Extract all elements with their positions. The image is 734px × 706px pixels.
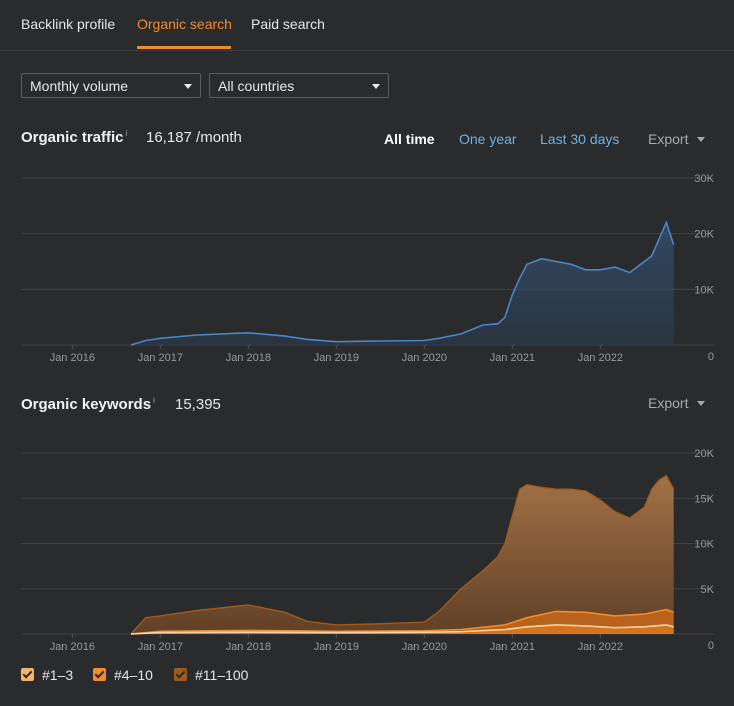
traffic-title: Organic traffic i [21, 129, 127, 146]
x-tick-label: Jan 2020 [402, 352, 447, 364]
x-tick-label: Jan 2022 [578, 352, 623, 364]
legend-label: #1–3 [42, 667, 74, 683]
active-tab-indicator [137, 46, 231, 49]
traffic-export-label: Export [648, 131, 689, 147]
x-tick-label: Jan 2020 [402, 641, 447, 653]
y-tick-label: 10K [694, 284, 714, 296]
series-line [130, 474, 675, 635]
x-tick-label: Jan 2021 [490, 641, 535, 653]
tab-bar: Backlink profile Organic search Paid sea… [0, 0, 734, 51]
series-area [131, 624, 674, 634]
keywords-title-text: Organic keywords [21, 396, 152, 413]
x-tick-label: Jan 2016 [50, 352, 95, 364]
series-area [131, 475, 674, 634]
keywords-title: Organic keywords i [21, 396, 155, 413]
y-tick-label: 20K [694, 229, 714, 241]
keywords-export-button[interactable]: Export [648, 395, 706, 411]
info-icon[interactable]: i [125, 129, 128, 138]
country-select-value: All countries [218, 78, 295, 94]
tab-backlink-profile[interactable]: Backlink profile [21, 16, 116, 32]
volume-select[interactable]: Monthly volume [21, 73, 201, 98]
series-line [130, 608, 674, 635]
y-tick-label: 15K [694, 493, 714, 505]
volume-select-value: Monthly volume [30, 78, 129, 94]
caret-down-icon [184, 84, 192, 89]
series-line [130, 220, 675, 346]
traffic-title-text: Organic traffic [21, 129, 124, 146]
traffic-chart: 30K 20K 10K 0 Jan 2016 Jan 2017 Jan 2018 Jan 20… [21, 173, 715, 364]
checkbox-icon[interactable] [174, 668, 187, 681]
info-icon[interactable]: i [153, 396, 155, 405]
caret-down-icon [697, 137, 706, 142]
y-tick-label: 10K [694, 539, 714, 551]
range-last-30-days[interactable]: Last 30 days [540, 131, 620, 147]
keywords-value: 15,395 [175, 396, 221, 413]
caret-down-icon [697, 401, 706, 406]
legend-label: #11–100 [195, 667, 249, 683]
y-tick-label: 0 [708, 640, 714, 652]
caret-down-icon [372, 84, 380, 89]
y-tick-label: 0 [708, 351, 714, 363]
traffic-export-button[interactable]: Export [648, 131, 706, 147]
series-line [130, 624, 674, 635]
x-tick-label: Jan 2017 [138, 641, 183, 653]
tab-paid-search[interactable]: Paid search [251, 16, 325, 32]
legend-label: #4–10 [114, 667, 153, 683]
y-tick-label: 5K [701, 584, 715, 596]
y-tick-label: 30K [694, 173, 714, 185]
keywords-export-label: Export [648, 395, 689, 411]
x-tick-label: Jan 2022 [578, 641, 623, 653]
keywords-chart: 20K 15K 10K 5K 0 Jan 2016 Jan 2017 Jan 2018 Jan … [21, 448, 715, 653]
checkbox-icon[interactable] [21, 668, 34, 681]
x-tick-label: Jan 2018 [226, 641, 271, 653]
series-area [131, 222, 674, 345]
x-tick-label: Jan 2019 [314, 641, 359, 653]
range-all-time[interactable]: All time [384, 131, 435, 147]
x-tick-label: Jan 2016 [50, 641, 95, 653]
y-tick-label: 20K [694, 448, 714, 460]
range-one-year[interactable]: One year [459, 131, 517, 147]
checkbox-icon[interactable] [93, 668, 106, 681]
x-tick-label: Jan 2018 [226, 352, 271, 364]
x-tick-label: Jan 2017 [138, 352, 183, 364]
country-select[interactable]: All countries [209, 73, 389, 98]
x-tick-label: Jan 2019 [314, 352, 359, 364]
tab-organic-search[interactable]: Organic search [137, 16, 232, 32]
traffic-value: 16,187 /month [146, 129, 242, 146]
x-tick-label: Jan 2021 [490, 352, 535, 364]
